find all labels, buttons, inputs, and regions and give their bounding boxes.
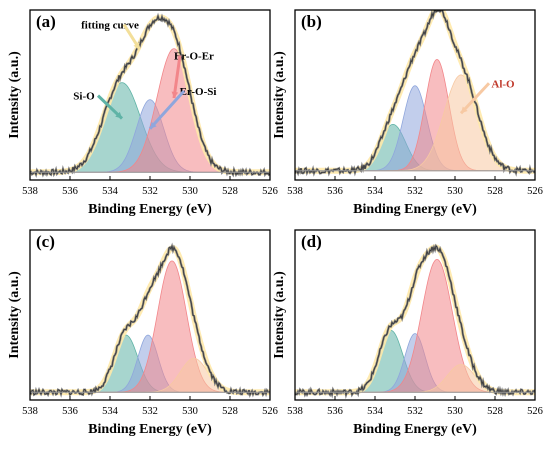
x-tick-label: 536: [62, 406, 78, 417]
x-axis-title: Binding Energy (eV): [88, 202, 212, 217]
annotation-label: Er-O-Si: [180, 86, 217, 98]
x-tick-label: 528: [222, 186, 238, 197]
panel-label: (d): [301, 232, 322, 251]
annotation-arrowhead: [115, 111, 122, 119]
raw-spectrum-core: [295, 245, 535, 397]
x-tick-label: 526: [527, 186, 543, 197]
annotation-arrow: [459, 82, 491, 115]
x-tick-label: 536: [327, 186, 343, 197]
x-tick-label: 526: [527, 406, 543, 417]
raw-spectrum-core: [30, 15, 270, 176]
x-tick-label: 536: [327, 406, 343, 417]
x-tick-label: 534: [102, 186, 119, 197]
raw-spectrum-core: [30, 245, 270, 396]
panel-label: (b): [301, 12, 322, 31]
component-peak-2: [30, 260, 270, 393]
x-tick-label: 538: [22, 186, 38, 197]
x-tick-label: 530: [182, 186, 198, 197]
panel-d: 538 536 534 532 530 528 526 Binding Energy (eV)…: [272, 229, 543, 437]
annotation-label: fitting curve: [81, 20, 139, 32]
x-tick-label: 534: [367, 406, 384, 417]
x-tick-label: 532: [142, 406, 158, 417]
plot-area: [295, 10, 535, 177]
x-tick-label: 538: [22, 406, 38, 417]
x-tick-label: 526: [262, 186, 278, 197]
annotation-label: Si-O: [73, 91, 95, 103]
y-axis-title: Intensity (a.u.): [7, 271, 22, 359]
x-tick-label: 528: [222, 406, 238, 417]
annotation-arrow: [172, 55, 182, 99]
plot-area: [30, 242, 270, 399]
x-tick-label: 538: [287, 186, 303, 197]
y-axis-title: Intensity (a.u.): [272, 51, 287, 139]
x-tick-label: 532: [142, 186, 158, 197]
x-tick-label: 532: [407, 406, 423, 417]
raw-spectrum-core: [295, 10, 535, 175]
x-tick-label: 528: [487, 406, 503, 417]
x-tick-label: 538: [287, 406, 303, 417]
panel-a: 538 536 534 532 530 528 526 Binding Energy (eV)…: [7, 9, 278, 217]
plot-area: [295, 243, 535, 400]
x-axis-title: Binding Energy (eV): [353, 202, 477, 217]
annotation-label: Er-O-Er: [174, 50, 214, 62]
x-tick-label: 536: [62, 186, 78, 197]
x-tick-label: 530: [182, 406, 198, 417]
y-axis-title: Intensity (a.u.): [272, 271, 287, 359]
x-tick-label: 526: [262, 406, 278, 417]
annotation-arrowhead: [461, 106, 468, 114]
annotation-arrowhead: [150, 121, 157, 129]
x-axis-title: Binding Energy (eV): [88, 422, 212, 437]
x-axis-title: Binding Energy (eV): [353, 422, 477, 437]
panel-b: 538 536 534 532 530 528 526 Binding Energy (eV)…: [272, 9, 543, 217]
x-tick-label: 534: [102, 406, 119, 417]
x-tick-label: 528: [487, 186, 503, 197]
annotation-label: Al-O: [491, 78, 515, 90]
plot-area: [30, 12, 270, 179]
x-tick-label: 532: [407, 186, 423, 197]
annotation-arrowhead: [171, 91, 179, 99]
annotation-arrow: [148, 89, 186, 130]
x-tick-label: 534: [367, 186, 384, 197]
y-axis-title: Intensity (a.u.): [7, 51, 22, 139]
panel-label: (a): [36, 12, 56, 31]
panel-c: 538 536 534 532 530 528 526 Binding Energy (eV)…: [7, 229, 278, 437]
x-tick-label: 530: [447, 406, 463, 417]
panel-label: (c): [36, 232, 55, 251]
annotation-arrowhead: [133, 42, 140, 50]
x-tick-label: 530: [447, 186, 463, 197]
